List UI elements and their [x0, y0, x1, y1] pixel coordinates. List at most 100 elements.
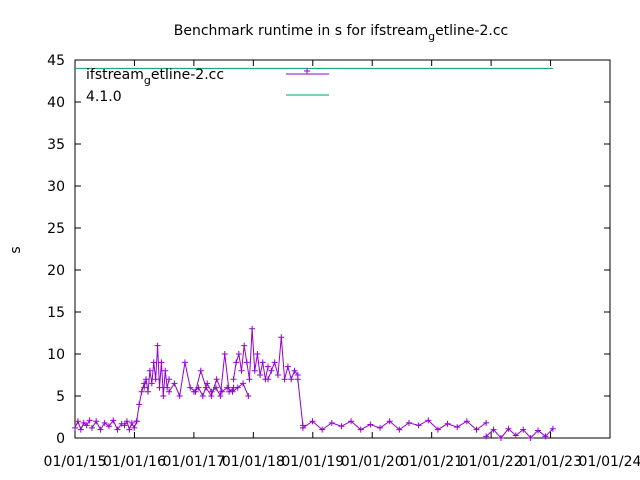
data-point-ifstream-getline	[473, 426, 480, 433]
data-point-ifstream-getline	[241, 342, 248, 349]
legend-label-subscript: g	[144, 74, 151, 87]
data-point-ifstream-getline	[77, 426, 84, 433]
chart-title-tail: etline-2.cc	[435, 23, 508, 39]
data-point-ifstream-getline	[254, 351, 261, 357]
y-tick-label: 5	[56, 389, 65, 405]
data-point-ifstream-getline	[386, 418, 393, 425]
data-point-ifstream-getline	[483, 419, 490, 426]
series-segment-ifstream-getline	[136, 383, 145, 422]
data-point-ifstream-getline	[146, 367, 153, 374]
x-tick-label: 01/01/19	[281, 454, 344, 470]
data-point-ifstream-getline	[505, 425, 512, 432]
series-layer	[72, 67, 556, 441]
data-point-ifstream-getline	[415, 422, 422, 429]
data-point-ifstream-getline	[454, 424, 461, 431]
data-point-ifstream-getline	[246, 376, 253, 383]
x-tick-label: 01/01/16	[103, 454, 166, 470]
legend-label-4-1-0: 4.1.0	[86, 89, 122, 105]
data-point-ifstream-getline	[221, 351, 228, 357]
data-point-ifstream-getline	[150, 359, 157, 366]
data-point-ifstream-getline	[367, 421, 374, 428]
y-axis-label: s	[8, 246, 24, 253]
data-point-ifstream-getline	[512, 432, 519, 439]
data-point-ifstream-getline	[181, 359, 188, 366]
data-point-ifstream-getline	[101, 419, 108, 426]
data-point-ifstream-getline	[218, 388, 225, 395]
data-point-ifstream-getline	[166, 376, 173, 383]
data-point-ifstream-getline	[187, 384, 194, 391]
data-point-ifstream-getline	[483, 433, 490, 440]
data-point-ifstream-getline	[444, 420, 451, 427]
legend-point-marker	[304, 68, 310, 74]
data-point-ifstream-getline	[405, 419, 412, 426]
data-point-ifstream-getline	[138, 388, 145, 395]
data-point-ifstream-getline	[190, 388, 197, 395]
y-tick-label: 40	[47, 95, 65, 111]
data-point-ifstream-getline	[208, 388, 215, 395]
data-point-ifstream-getline	[233, 359, 240, 366]
data-point-ifstream-getline	[257, 372, 264, 378]
data-point-ifstream-getline	[230, 384, 237, 391]
data-point-ifstream-getline	[243, 359, 250, 366]
data-point-ifstream-getline	[224, 384, 231, 391]
data-point-ifstream-getline	[158, 359, 165, 366]
chart-title-main: Benchmark runtime in s for ifstream	[174, 23, 428, 39]
data-point-ifstream-getline	[309, 418, 316, 425]
data-point-ifstream-getline	[527, 435, 534, 441]
data-point-ifstream-getline	[143, 376, 150, 383]
data-point-ifstream-getline	[259, 359, 266, 366]
data-point-ifstream-getline	[86, 417, 93, 424]
data-point-ifstream-getline	[131, 424, 138, 431]
data-point-ifstream-getline	[121, 422, 128, 429]
data-point-ifstream-getline	[114, 426, 121, 433]
plot-frame	[74, 59, 611, 439]
data-point-ifstream-getline	[245, 393, 252, 399]
x-tick-label: 01/01/24	[579, 454, 640, 470]
data-point-ifstream-getline	[93, 418, 100, 425]
x-tick-label: 01/01/21	[400, 454, 463, 470]
data-point-ifstream-getline	[74, 418, 81, 425]
legend: ifstreamgetline-2.cc 4.1.0	[86, 67, 329, 105]
data-point-ifstream-getline	[294, 376, 301, 383]
data-point-ifstream-getline	[126, 426, 133, 433]
data-point-ifstream-getline	[549, 425, 556, 432]
y-axis-ticks: 0 5 10 15 20 25 30 35 40 45	[47, 53, 610, 447]
data-point-ifstream-getline	[204, 380, 211, 387]
data-point-ifstream-getline	[156, 384, 163, 391]
data-point-ifstream-getline	[490, 426, 497, 433]
data-point-ifstream-getline	[535, 427, 542, 434]
data-point-ifstream-getline	[217, 393, 224, 399]
data-point-ifstream-getline	[338, 423, 345, 430]
data-point-ifstream-getline	[425, 417, 432, 424]
data-point-ifstream-getline	[145, 388, 152, 395]
data-point-ifstream-getline	[274, 372, 281, 378]
y-tick-label: 20	[47, 263, 65, 279]
data-point-ifstream-getline	[136, 401, 143, 408]
y-tick-label: 10	[47, 347, 65, 363]
data-point-ifstream-getline	[520, 426, 527, 433]
data-point-ifstream-getline	[265, 363, 272, 370]
chart-title-subscript: g	[428, 30, 435, 43]
legend-label-ifstream-getline: ifstreamgetline-2.cc	[86, 67, 224, 87]
data-point-ifstream-getline	[83, 422, 90, 429]
data-point-ifstream-getline	[199, 393, 206, 399]
data-point-ifstream-getline	[249, 325, 256, 332]
data-point-ifstream-getline	[497, 435, 504, 441]
data-point-ifstream-getline	[288, 376, 295, 383]
plot-area	[74, 59, 611, 439]
data-point-ifstream-getline	[141, 384, 148, 391]
x-tick-label: 01/01/15	[44, 454, 107, 470]
data-point-ifstream-getline	[251, 367, 258, 374]
data-point-ifstream-getline	[72, 424, 78, 431]
y-tick-label: 45	[47, 53, 65, 69]
data-point-ifstream-getline	[226, 388, 233, 395]
data-point-ifstream-getline	[123, 418, 130, 425]
data-point-ifstream-getline	[230, 376, 237, 383]
data-point-ifstream-getline	[164, 384, 171, 391]
data-point-ifstream-getline	[176, 393, 183, 399]
y-tick-label: 25	[47, 221, 65, 237]
data-point-ifstream-getline	[299, 424, 306, 431]
data-point-ifstream-getline	[197, 367, 204, 374]
data-point-ifstream-getline	[265, 376, 272, 383]
data-point-ifstream-getline	[463, 418, 470, 425]
